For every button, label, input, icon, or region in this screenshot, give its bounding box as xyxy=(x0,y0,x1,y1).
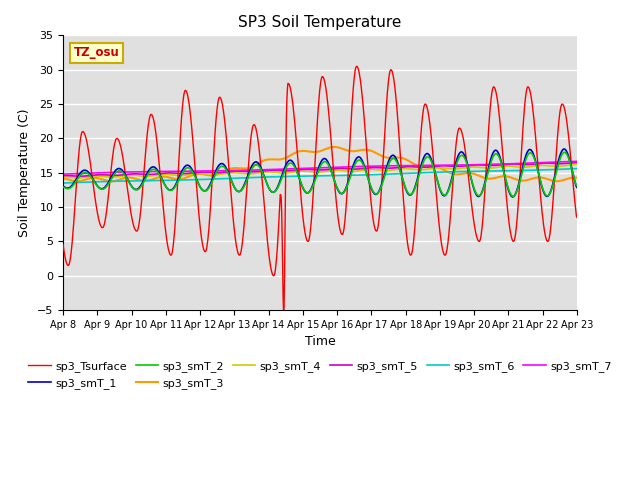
sp3_smT_6 xyxy=(250,175,258,180)
sp3_smT_2 xyxy=(250,163,258,168)
sp3_smT_3 xyxy=(330,144,338,150)
sp3_smT_3 xyxy=(60,176,67,181)
sp3_smT_2 xyxy=(561,149,568,155)
sp3_smT_6 xyxy=(127,178,134,184)
sp3_smT_7 xyxy=(60,171,67,177)
sp3_smT_1 xyxy=(60,184,67,190)
sp3_smT_3 xyxy=(73,179,81,184)
sp3_smT_5 xyxy=(196,169,204,175)
sp3_smT_4 xyxy=(196,171,204,177)
sp3_smT_5 xyxy=(127,171,134,177)
sp3_smT_7 xyxy=(431,162,438,168)
sp3_Tsurface xyxy=(127,206,134,212)
sp3_smT_4 xyxy=(74,175,82,181)
Title: SP3 Soil Temperature: SP3 Soil Temperature xyxy=(238,15,402,30)
sp3_smT_2 xyxy=(573,183,580,189)
sp3_smT_2 xyxy=(324,162,332,168)
sp3_Tsurface xyxy=(325,111,333,117)
sp3_smT_1 xyxy=(127,181,134,187)
sp3_smT_7 xyxy=(127,169,134,175)
sp3_Tsurface xyxy=(431,181,439,187)
sp3_smT_5 xyxy=(251,169,259,175)
sp3_smT_4 xyxy=(60,174,67,180)
sp3_smT_1 xyxy=(540,190,548,196)
Line: sp3_smT_5: sp3_smT_5 xyxy=(63,163,577,176)
sp3_smT_7 xyxy=(195,168,203,174)
sp3_smT_1 xyxy=(195,182,203,188)
Line: sp3_smT_3: sp3_smT_3 xyxy=(63,147,577,181)
Line: sp3_smT_7: sp3_smT_7 xyxy=(63,161,577,174)
sp3_smT_5 xyxy=(431,164,439,169)
sp3_smT_4 xyxy=(573,161,580,167)
sp3_smT_5 xyxy=(77,173,84,179)
sp3_smT_5 xyxy=(325,167,333,172)
sp3_Tsurface xyxy=(250,122,258,128)
sp3_smT_1 xyxy=(324,160,332,166)
sp3_smT_5 xyxy=(540,160,548,166)
sp3_smT_4 xyxy=(251,170,259,176)
X-axis label: Time: Time xyxy=(305,336,335,348)
sp3_smT_2 xyxy=(60,184,67,190)
sp3_smT_6 xyxy=(573,166,580,171)
sp3_smT_4 xyxy=(325,168,333,174)
sp3_smT_2 xyxy=(540,189,548,195)
sp3_smT_3 xyxy=(196,171,204,177)
sp3_smT_3 xyxy=(251,163,259,168)
sp3_smT_3 xyxy=(127,175,134,180)
sp3_smT_3 xyxy=(325,145,333,151)
sp3_smT_4 xyxy=(540,162,548,168)
sp3_smT_1 xyxy=(431,167,438,173)
sp3_smT_6 xyxy=(324,173,332,179)
Legend: sp3_Tsurface, sp3_smT_1, sp3_smT_2, sp3_smT_3, sp3_smT_4, sp3_smT_5, sp3_smT_6, : sp3_Tsurface, sp3_smT_1, sp3_smT_2, sp3_… xyxy=(24,357,616,393)
sp3_smT_5 xyxy=(573,160,580,166)
sp3_smT_6 xyxy=(431,169,438,175)
sp3_smT_6 xyxy=(540,167,547,173)
Y-axis label: Soil Temperature (C): Soil Temperature (C) xyxy=(19,108,31,237)
Line: sp3_smT_4: sp3_smT_4 xyxy=(63,164,577,178)
sp3_Tsurface xyxy=(353,63,361,69)
sp3_smT_2 xyxy=(195,182,203,188)
sp3_smT_3 xyxy=(541,175,548,181)
sp3_smT_7 xyxy=(573,158,580,164)
sp3_smT_6 xyxy=(195,177,203,182)
sp3_Tsurface xyxy=(573,215,580,220)
Line: sp3_smT_2: sp3_smT_2 xyxy=(63,152,577,196)
sp3_smT_2 xyxy=(127,181,134,187)
sp3_smT_3 xyxy=(431,164,439,169)
sp3_Tsurface xyxy=(280,310,287,316)
Line: sp3_smT_1: sp3_smT_1 xyxy=(63,149,577,197)
sp3_smT_7 xyxy=(250,167,258,173)
sp3_smT_4 xyxy=(431,165,439,171)
sp3_smT_1 xyxy=(560,146,568,152)
sp3_smT_2 xyxy=(431,168,438,173)
sp3_Tsurface xyxy=(541,228,548,234)
sp3_smT_4 xyxy=(127,172,134,178)
sp3_Tsurface xyxy=(60,242,67,248)
sp3_smT_1 xyxy=(509,194,516,200)
sp3_smT_5 xyxy=(60,173,67,179)
sp3_smT_2 xyxy=(509,193,517,199)
Text: TZ_osu: TZ_osu xyxy=(74,47,119,60)
sp3_Tsurface xyxy=(195,216,203,221)
sp3_smT_1 xyxy=(573,184,580,190)
sp3_smT_3 xyxy=(573,175,580,180)
sp3_smT_7 xyxy=(540,160,547,166)
sp3_smT_7 xyxy=(324,165,332,170)
Line: sp3_Tsurface: sp3_Tsurface xyxy=(63,66,577,313)
sp3_smT_1 xyxy=(250,160,258,166)
sp3_smT_6 xyxy=(60,180,67,186)
Line: sp3_smT_6: sp3_smT_6 xyxy=(63,168,577,183)
